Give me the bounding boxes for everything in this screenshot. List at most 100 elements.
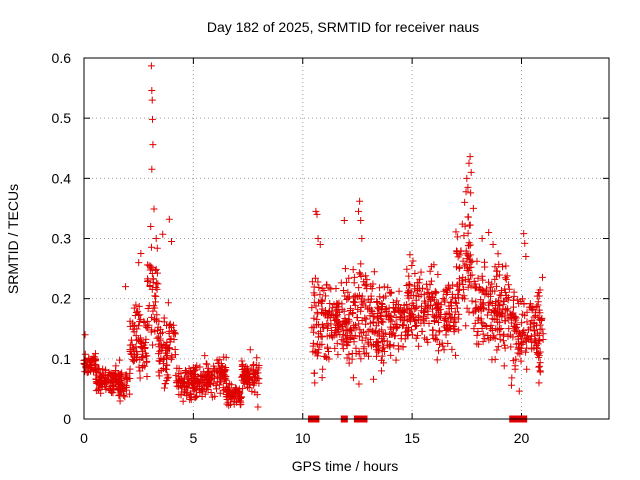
data-point bbox=[135, 336, 143, 344]
data-point bbox=[145, 321, 153, 329]
data-point bbox=[503, 272, 511, 280]
data-point bbox=[426, 293, 434, 301]
data-point bbox=[465, 159, 473, 167]
data-point bbox=[357, 260, 365, 268]
data-point bbox=[461, 276, 469, 284]
data-point bbox=[326, 307, 334, 315]
data-point bbox=[195, 378, 203, 386]
data-point bbox=[362, 272, 370, 280]
data-point bbox=[435, 328, 443, 336]
data-point bbox=[327, 285, 335, 293]
data-point bbox=[161, 380, 169, 388]
y-tick-label: 0.5 bbox=[52, 110, 72, 126]
data-point bbox=[392, 313, 400, 321]
data-point bbox=[187, 390, 195, 398]
data-point bbox=[132, 301, 140, 309]
data-point bbox=[496, 335, 504, 343]
data-point bbox=[152, 235, 160, 242]
data-point bbox=[444, 325, 452, 333]
data-point bbox=[325, 355, 333, 363]
data-point bbox=[355, 284, 363, 292]
data-point bbox=[361, 314, 369, 322]
data-point bbox=[382, 292, 390, 300]
data-point bbox=[102, 366, 110, 374]
data-point bbox=[373, 298, 381, 306]
data-point bbox=[482, 285, 490, 293]
data-point bbox=[378, 300, 386, 308]
data-point bbox=[173, 377, 181, 385]
data-point bbox=[464, 213, 472, 221]
data-point bbox=[203, 385, 211, 393]
data-point bbox=[234, 394, 242, 402]
data-point bbox=[207, 388, 215, 396]
data-point bbox=[350, 321, 358, 329]
data-point bbox=[244, 364, 252, 372]
data-point bbox=[145, 262, 153, 270]
data-point bbox=[135, 322, 143, 330]
data-point bbox=[439, 294, 447, 302]
data-point bbox=[387, 288, 395, 296]
data-point bbox=[462, 322, 470, 330]
data-point bbox=[356, 197, 364, 205]
data-point bbox=[91, 355, 99, 363]
data-point bbox=[463, 304, 471, 312]
data-point bbox=[318, 285, 326, 293]
data-point bbox=[389, 329, 397, 337]
data-point bbox=[315, 284, 323, 292]
data-point bbox=[149, 141, 157, 149]
data-point bbox=[363, 276, 371, 284]
data-point bbox=[81, 331, 89, 339]
data-point bbox=[334, 351, 342, 359]
data-point bbox=[126, 390, 134, 398]
data-point bbox=[535, 306, 543, 314]
data-point bbox=[529, 304, 537, 312]
data-point bbox=[250, 361, 258, 369]
data-point bbox=[355, 380, 363, 388]
data-point bbox=[334, 311, 342, 319]
data-point bbox=[389, 298, 397, 306]
data-point bbox=[116, 356, 124, 364]
data-point bbox=[432, 288, 440, 296]
data-point bbox=[337, 320, 345, 328]
data-point bbox=[238, 373, 246, 381]
data-point bbox=[149, 307, 157, 315]
x-tick-label: 0 bbox=[80, 430, 88, 446]
data-point bbox=[326, 314, 334, 322]
data-point bbox=[487, 321, 495, 329]
data-point bbox=[414, 287, 422, 295]
data-point bbox=[406, 309, 414, 317]
data-point bbox=[132, 332, 140, 340]
data-point bbox=[163, 347, 171, 355]
data-point bbox=[531, 339, 539, 347]
data-point bbox=[493, 282, 501, 290]
data-point bbox=[536, 359, 544, 367]
data-point bbox=[219, 363, 227, 371]
data-point bbox=[251, 368, 259, 376]
data-point bbox=[349, 374, 357, 382]
data-point bbox=[235, 385, 243, 393]
data-point bbox=[341, 292, 349, 300]
data-point bbox=[386, 312, 394, 320]
data-point bbox=[380, 337, 388, 345]
data-point bbox=[314, 349, 322, 357]
data-point bbox=[332, 317, 340, 325]
data-point bbox=[535, 363, 543, 371]
data-point bbox=[415, 279, 423, 287]
data-point bbox=[201, 352, 209, 360]
data-point bbox=[144, 277, 152, 285]
data-point bbox=[431, 289, 439, 297]
data-point bbox=[526, 300, 534, 308]
data-point bbox=[340, 287, 348, 295]
data-point bbox=[349, 266, 357, 274]
data-point bbox=[475, 305, 483, 313]
data-point bbox=[135, 363, 143, 371]
data-point bbox=[331, 344, 339, 352]
data-point bbox=[501, 288, 509, 296]
data-point bbox=[364, 295, 372, 303]
data-point bbox=[322, 292, 330, 300]
data-point bbox=[528, 345, 536, 353]
data-point bbox=[523, 332, 531, 340]
data-point bbox=[527, 332, 535, 340]
data-point bbox=[212, 381, 220, 389]
data-point bbox=[347, 325, 355, 333]
